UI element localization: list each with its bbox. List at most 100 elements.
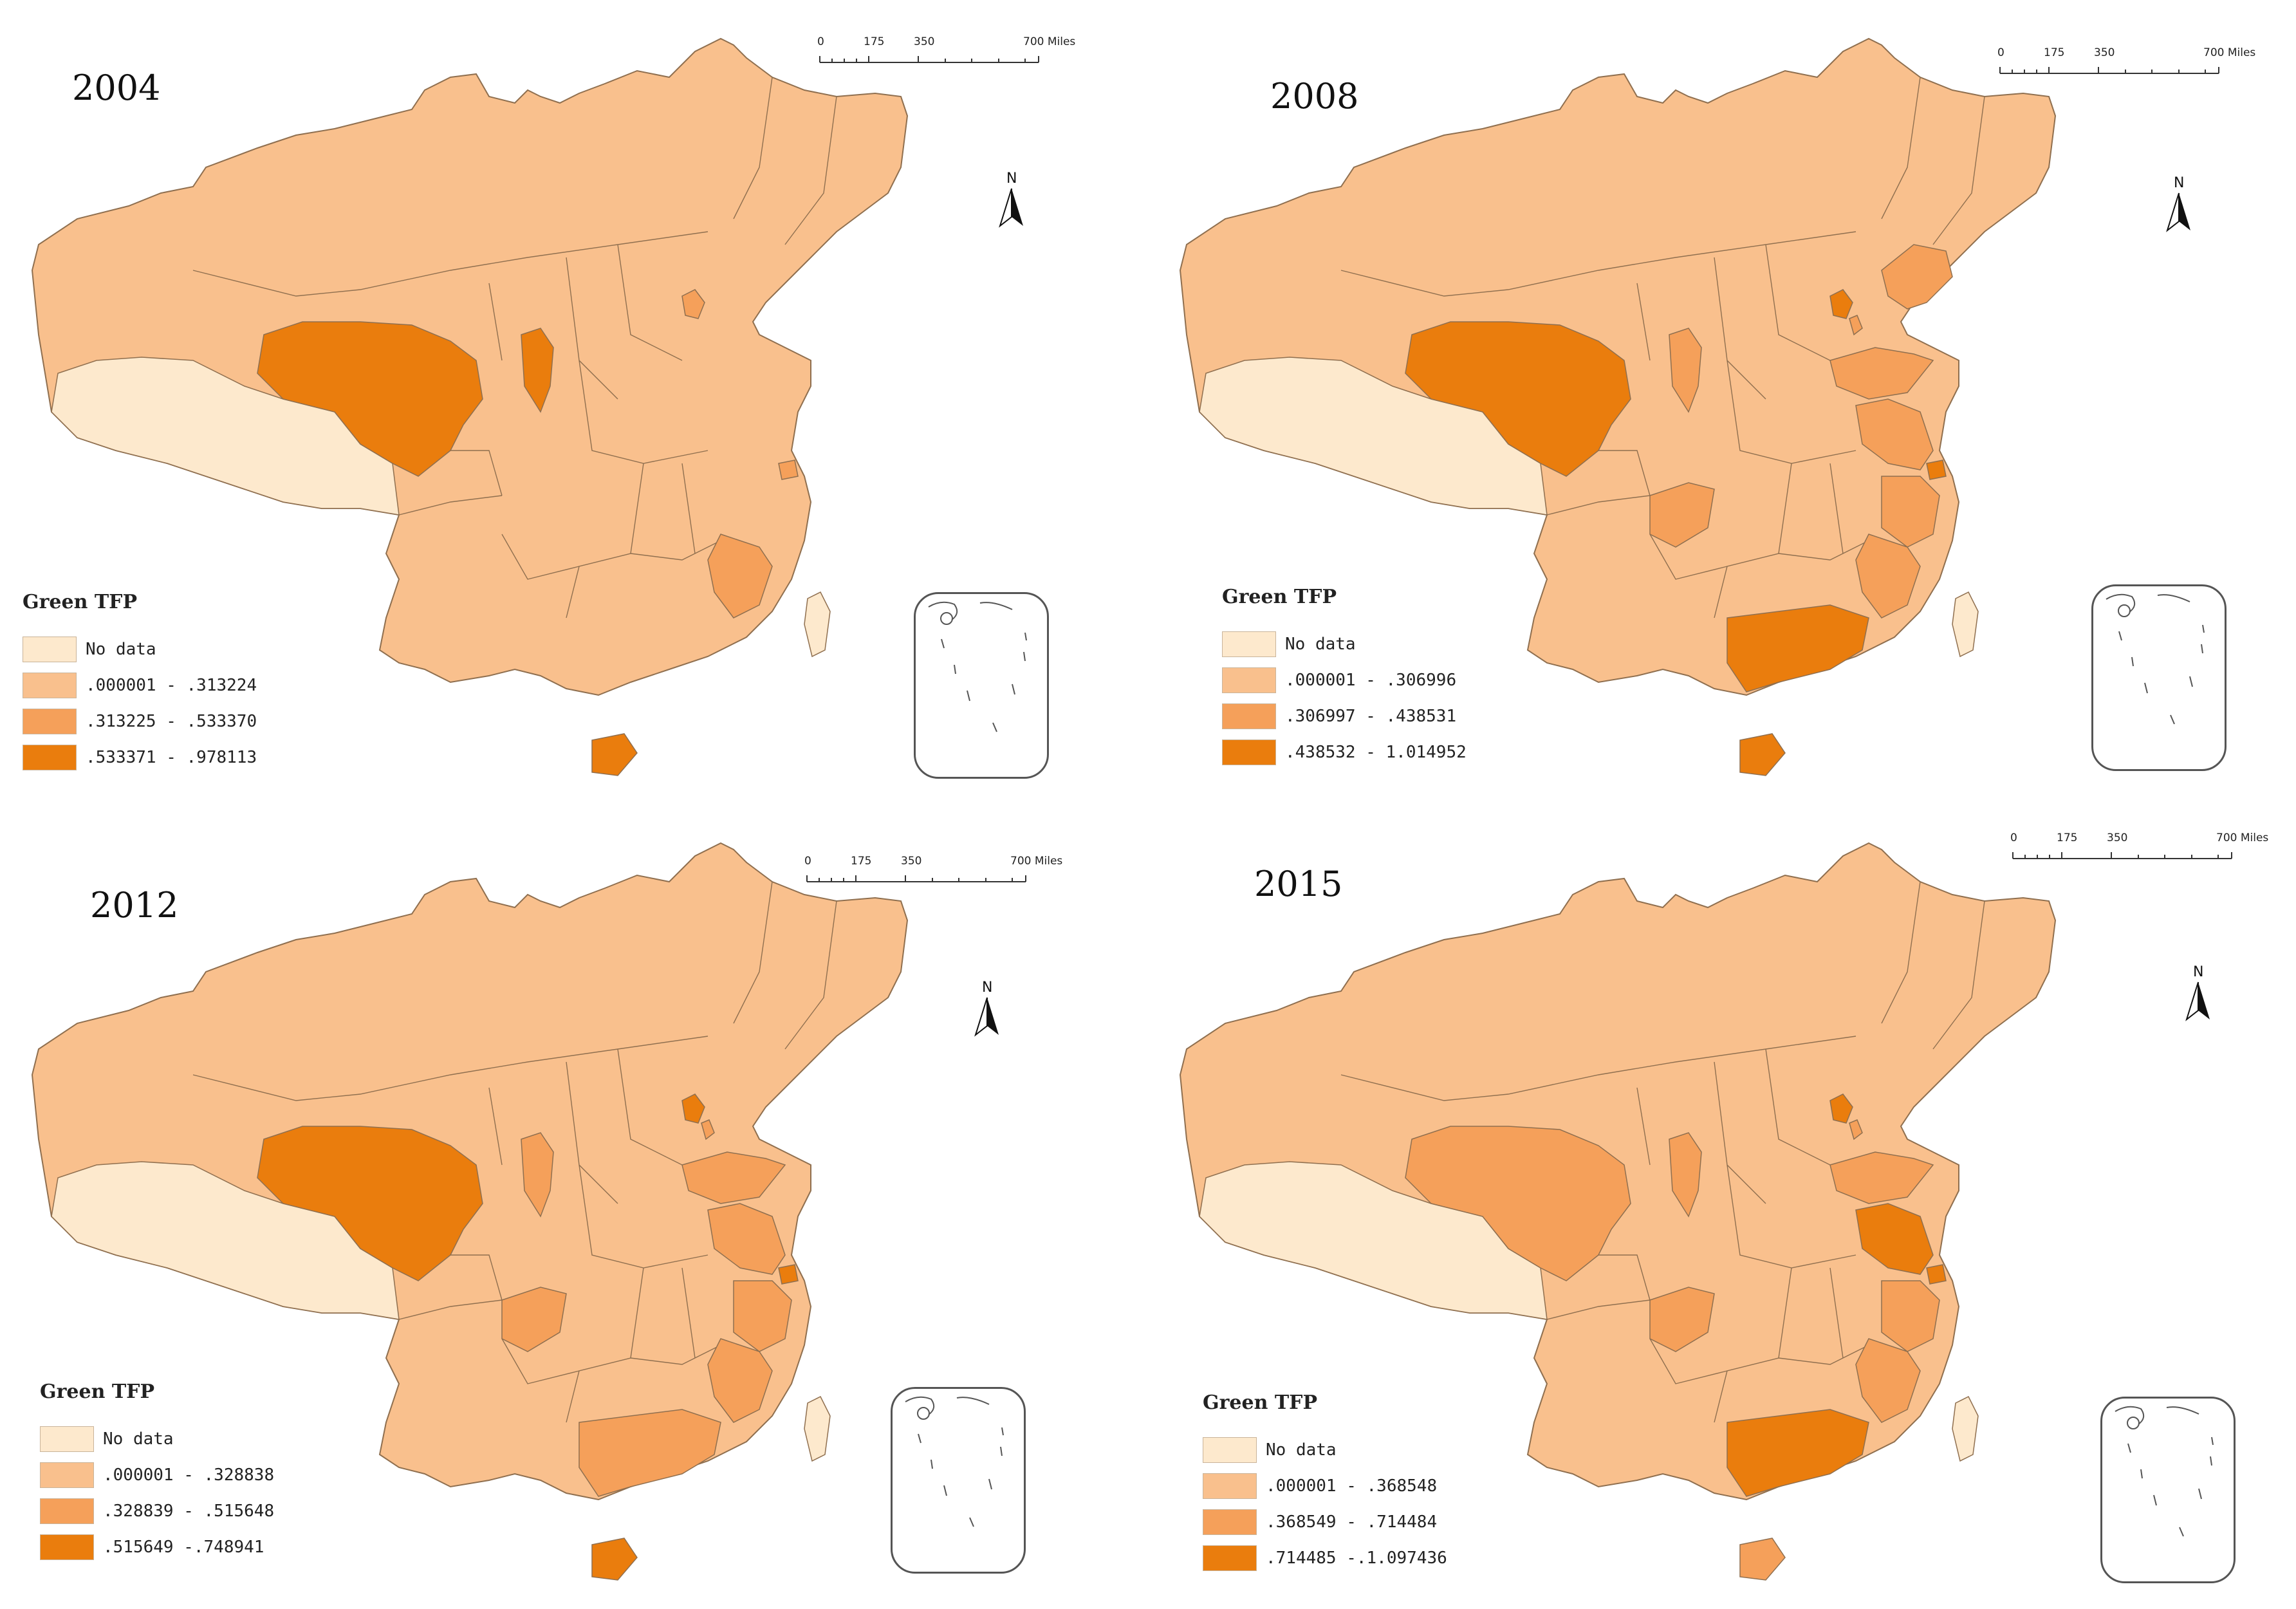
legend-swatch: [1203, 1509, 1257, 1535]
scale-label-700: 700 Miles: [2216, 832, 2269, 844]
legend-swatch: [1203, 1545, 1257, 1571]
scale-label-350: 350: [2094, 46, 2115, 59]
legend-swatch: [40, 1534, 94, 1560]
legend: Green TFP No data .000001 - .328838 .328…: [40, 1381, 274, 1565]
province-qinghai: [1405, 321, 1631, 477]
province-hainan: [591, 733, 638, 776]
province-borders: [1340, 881, 1985, 1423]
legend-label: .368549 - .714484: [1266, 1512, 1438, 1532]
province-ningxia: [1669, 328, 1702, 413]
province-taiwan: [804, 591, 831, 658]
province-guangdong: [1727, 604, 1869, 693]
legend-item: .438532 - 1.014952: [1222, 734, 1467, 770]
map-panel-2008: 2008 0 175 350 700 Miles N Green TFP No …: [1148, 0, 2296, 804]
north-arrow: N: [973, 980, 1001, 1037]
province-map: [1179, 37, 2057, 776]
north-arrow: N: [2165, 175, 2193, 233]
province-qinghai: [257, 1126, 483, 1281]
province-zhejiang: [733, 1280, 792, 1352]
legend-item: .313225 - .533370: [23, 703, 257, 739]
nine-dash-line-icon: [928, 601, 1027, 732]
legend: Green TFP No data .000001 - .313224 .313…: [23, 591, 257, 776]
province-shandong: [681, 1151, 786, 1204]
province-shanghai: [1926, 460, 1947, 480]
legend-swatch: [40, 1426, 94, 1452]
province-chongqing: [1649, 482, 1715, 548]
legend-title: Green TFP: [23, 591, 138, 613]
province-hainan: [1739, 1538, 1786, 1581]
legend-label: .533371 - .978113: [86, 748, 257, 767]
province-shanghai: [1926, 1264, 1947, 1285]
province-tianjin: [1849, 1119, 1863, 1140]
legend-item: No data: [1222, 626, 1467, 662]
legend-swatch: [40, 1462, 94, 1488]
legend-item: .368549 - .714484: [1203, 1504, 1447, 1540]
legend-item: .306997 - .438531: [1222, 698, 1467, 734]
scale-label-700: 700 Miles: [1023, 35, 1076, 48]
legend-item: .533371 - .978113: [23, 739, 257, 776]
legend-label: No data: [86, 640, 156, 659]
nine-dash-line-icon: [905, 1396, 1004, 1527]
province-map: [31, 842, 909, 1581]
scale-label-175: 175: [864, 35, 885, 48]
year-label: 2012: [90, 885, 179, 925]
legend-label: .438532 - 1.014952: [1285, 743, 1467, 762]
map-panel-2012: 2012 0 175 350 700 Miles N Green TFP No …: [0, 804, 1148, 1609]
province-tibet: [51, 1161, 400, 1320]
legend-title: Green TFP: [1203, 1391, 1318, 1414]
province-zhejiang: [1881, 476, 1940, 548]
province-chongqing: [501, 1287, 567, 1352]
province-guangdong: [1727, 1409, 1869, 1497]
scale-label-700: 700 Miles: [1010, 855, 1063, 868]
province-shandong: [1829, 347, 1934, 400]
legend-item: No data: [1203, 1432, 1447, 1468]
province-ningxia: [521, 328, 554, 413]
province-fujian: [1855, 1338, 1921, 1423]
province-qinghai: [257, 321, 483, 477]
legend: Green TFP No data .000001 - .368548 .368…: [1203, 1391, 1447, 1576]
legend-item: .000001 - .368548: [1203, 1468, 1447, 1504]
scale-label-350: 350: [914, 35, 935, 48]
legend-title: Green TFP: [40, 1381, 155, 1403]
south-china-sea-inset: [891, 1387, 1026, 1574]
legend-item: .000001 - .306996: [1222, 662, 1467, 698]
province-beijing: [1829, 1093, 1853, 1124]
north-label: N: [982, 980, 993, 996]
province-jiangsu: [707, 1203, 786, 1275]
legend-item: .328839 - .515648: [40, 1493, 274, 1529]
scale-label-350: 350: [901, 855, 922, 868]
province-taiwan: [804, 1395, 831, 1462]
province-borders: [1340, 77, 1985, 618]
province-ningxia: [1669, 1132, 1702, 1218]
year-label: 2004: [72, 68, 161, 108]
scale-label-0: 0: [1997, 46, 2004, 59]
scale-bar: 0 175 350 700 Miles: [1997, 46, 2255, 85]
legend: Green TFP No data .000001 - .306996 .306…: [1222, 586, 1467, 770]
legend-swatch: [23, 637, 77, 662]
province-chongqing: [1649, 1287, 1715, 1352]
legend-swatch: [1222, 667, 1276, 693]
legend-label: .328839 - .515648: [103, 1502, 275, 1521]
province-shanghai: [778, 460, 799, 480]
province-hainan: [1739, 733, 1786, 776]
north-arrow-icon: [2185, 981, 2210, 1021]
scale-label-0: 0: [2010, 832, 2017, 844]
scale-bar: 0 175 350 700 Miles: [817, 35, 1075, 74]
year-label: 2015: [1254, 864, 1343, 904]
province-shandong: [1829, 1151, 1934, 1204]
province-ningxia: [521, 1132, 554, 1218]
province-jiangsu: [1855, 398, 1934, 470]
province-tianjin: [1849, 315, 1863, 336]
province-map: [1179, 842, 2057, 1581]
legend-label: .306997 - .438531: [1285, 707, 1457, 726]
province-hainan: [591, 1538, 638, 1581]
north-arrow-icon: [999, 188, 1023, 228]
legend-label: .000001 - .368548: [1266, 1476, 1438, 1496]
scale-label-175: 175: [851, 855, 872, 868]
province-tibet: [51, 357, 400, 516]
province-borders: [192, 77, 837, 618]
province-beijing: [681, 289, 705, 319]
province-qinghai: [1405, 1126, 1631, 1281]
legend-swatch: [1222, 703, 1276, 729]
scale-bar: 0 175 350 700 Miles: [2010, 832, 2268, 870]
